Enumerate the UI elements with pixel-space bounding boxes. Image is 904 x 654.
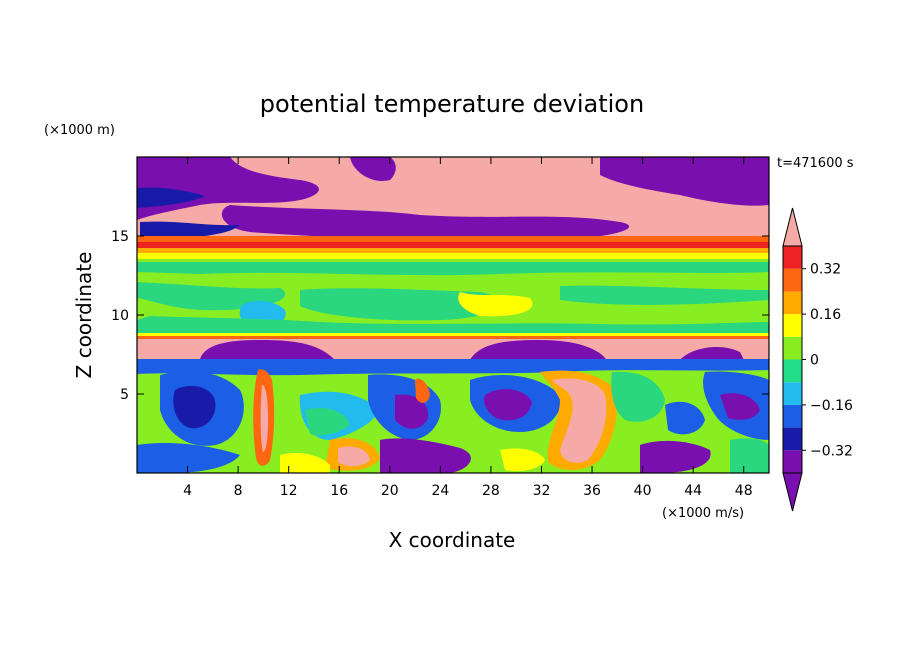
x-tick-label: 36 <box>583 483 601 499</box>
colorbar-segment <box>783 450 802 473</box>
y-unit-label: (×1000 m) <box>44 123 115 138</box>
colorbar-segment <box>783 427 802 451</box>
colorbar-over-arrow <box>782 207 803 247</box>
x-tick-label: 48 <box>735 483 753 499</box>
colorbar-segment <box>783 314 802 337</box>
x-tick-label: 20 <box>381 483 399 499</box>
upper-cold-patch-right <box>600 157 769 206</box>
colorbar-segment <box>783 291 802 315</box>
x-unit-label: (×1000 m/s) <box>662 506 744 521</box>
x-tick-label: 8 <box>234 483 243 499</box>
x-axis-label: X coordinate <box>389 528 516 552</box>
upper-cold-patch-left <box>137 157 319 220</box>
x-tick-label: 24 <box>431 483 449 499</box>
colorbar-tick-label: 0.32 <box>810 262 841 278</box>
x-tick-label: 12 <box>280 483 298 499</box>
time-label: t=471600 s <box>777 156 854 171</box>
x-tick-label: 32 <box>533 483 551 499</box>
x-tick-label: 44 <box>684 483 702 499</box>
colorbar-segment <box>783 246 802 269</box>
y-tick-label: 5 <box>120 387 129 403</box>
colorbar-segment <box>783 404 802 428</box>
chart-title: potential temperature deviation <box>260 90 644 118</box>
colorbar-segment <box>783 268 802 292</box>
colorbar-tick-label: 0 <box>810 353 819 369</box>
x-tick-label: 28 <box>482 483 500 499</box>
x-axis: 4 8 12 16 20 24 28 32 36 40 44 48 <box>183 157 753 499</box>
x-tick-label: 40 <box>634 483 652 499</box>
y-axis: 5 10 15 <box>111 229 769 403</box>
colorbar: 0.32 0.16 0 −0.16 −0.32 <box>782 207 853 512</box>
colorbar-tick-label: −0.16 <box>810 398 853 414</box>
y-axis-label: Z coordinate <box>72 252 96 379</box>
x-tick-label: 16 <box>330 483 348 499</box>
contour-field <box>137 157 769 473</box>
y-tick-label: 15 <box>111 229 129 245</box>
y-tick-label: 10 <box>111 308 129 324</box>
colorbar-tick-label: 0.16 <box>810 307 841 323</box>
colorbar-segment <box>783 336 802 360</box>
colorbar-segment <box>783 359 802 383</box>
colorbar-segment <box>783 382 802 405</box>
x-tick-label: 4 <box>183 483 192 499</box>
colorbar-under-arrow <box>782 472 803 512</box>
colorbar-tick-label: −0.32 <box>810 443 853 459</box>
